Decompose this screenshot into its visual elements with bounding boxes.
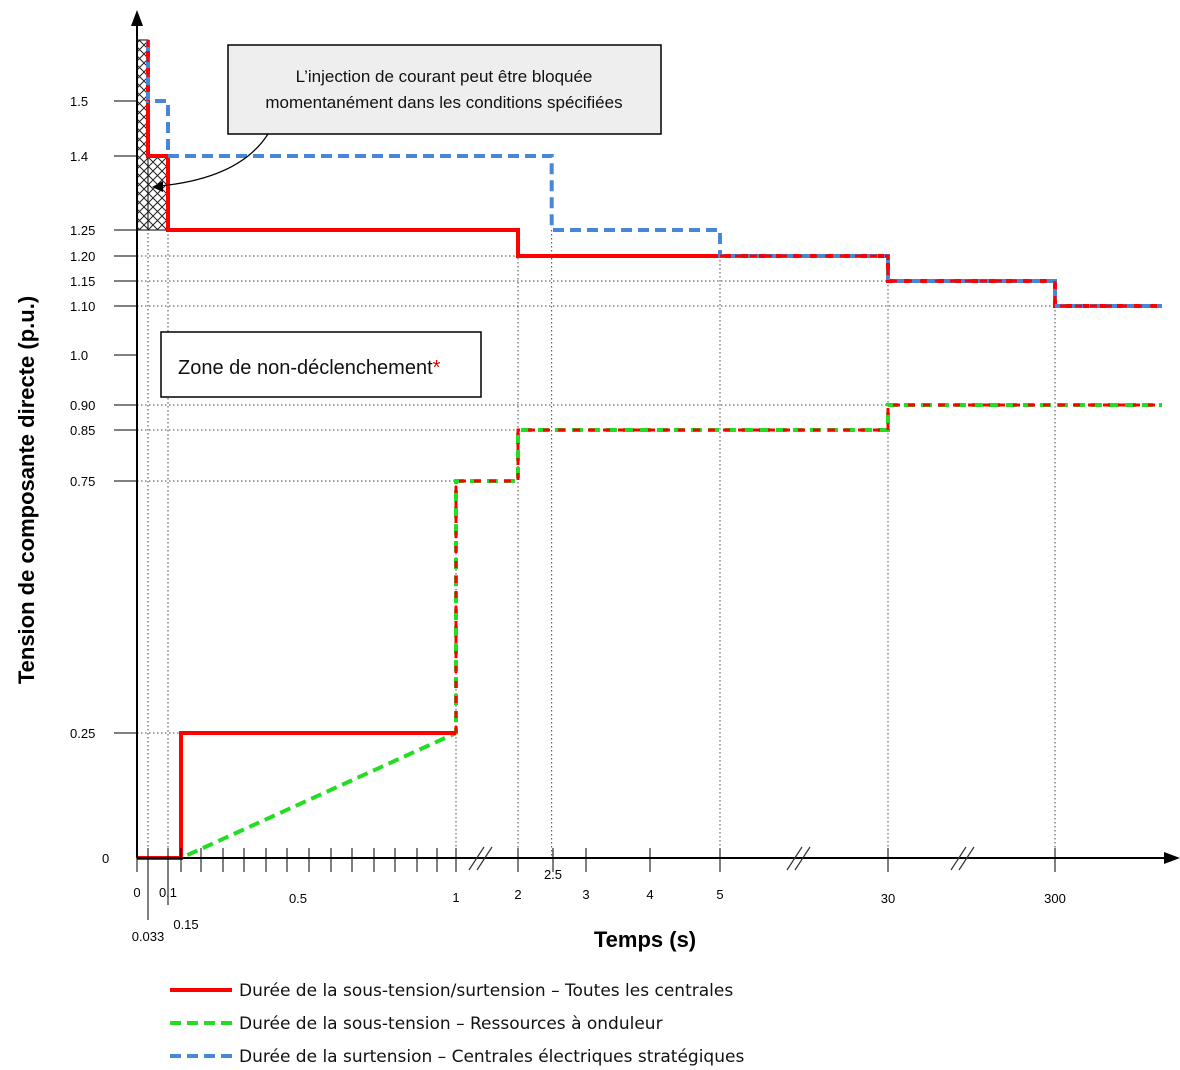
zone-label: Zone de non-déclenchement* bbox=[178, 357, 441, 379]
x-tick-label: 2 bbox=[514, 887, 521, 902]
y-tick-label: 1.5 bbox=[70, 94, 88, 109]
x-tick-label: 0 bbox=[133, 885, 140, 900]
axis-break-mark bbox=[786, 846, 803, 871]
y-tick-label: 1.20 bbox=[70, 249, 95, 264]
grid-reference-lines bbox=[137, 101, 1056, 858]
x-tick-label: 0.5 bbox=[289, 891, 307, 906]
zone-box: Zone de non-déclenchement* bbox=[160, 331, 482, 398]
x-axis-arrow bbox=[1164, 852, 1180, 864]
series-overlay-line bbox=[720, 254, 1162, 308]
zone-rect bbox=[160, 331, 482, 398]
axis-break-mark bbox=[794, 846, 811, 871]
zone-label-marker: * bbox=[433, 357, 441, 379]
series-lines bbox=[137, 40, 1162, 860]
y-tick-label: 1.15 bbox=[70, 274, 95, 289]
y-tick-label: 0.85 bbox=[70, 423, 95, 438]
callout-line-1: L’injection de courant peut être bloquée bbox=[296, 67, 593, 86]
callout-box: L’injection de courant peut être bloquée… bbox=[152, 44, 662, 192]
y-tick-label: 1.25 bbox=[70, 223, 95, 238]
y-tick-label: 1.10 bbox=[70, 299, 95, 314]
y-tick-label: 0.75 bbox=[70, 474, 95, 489]
callout-rect bbox=[227, 44, 662, 135]
x-tick-label: 5 bbox=[716, 887, 723, 902]
zone-label-text: Zone de non-déclenchement bbox=[178, 357, 433, 379]
axis-break-mark bbox=[950, 846, 967, 871]
x-tick-label: 0.1 bbox=[159, 885, 177, 900]
y-tick-label: 0.25 bbox=[70, 726, 95, 741]
x-tick-label: 4 bbox=[646, 887, 653, 902]
x-axis-title: Temps (s) bbox=[594, 927, 696, 952]
callout-arrow bbox=[159, 133, 269, 187]
tick-marks bbox=[114, 100, 1056, 920]
axis-break-mark bbox=[476, 846, 493, 871]
series-line bbox=[137, 403, 1162, 860]
axis-break-mark bbox=[468, 846, 485, 871]
hatch-region-lower bbox=[147, 155, 169, 231]
x-tick-label: 0.033 bbox=[132, 929, 165, 944]
y-axis-title: Tension de composante directe (p.u.) bbox=[14, 296, 39, 684]
legend: Durée de la sous-tension/surtension – To… bbox=[170, 981, 744, 1067]
x-tick-label: 2.5 bbox=[544, 867, 562, 882]
y-tick-label: 1.4 bbox=[70, 149, 88, 164]
y-tick-label: 1.0 bbox=[70, 348, 88, 363]
axis-break-mark bbox=[958, 846, 975, 871]
tick-labels: 0 0.25 0.75 0.85 0.90 1.0 1.10 1.15 1.20 1.25 1.4 1… bbox=[70, 94, 1066, 944]
callout-arrowhead bbox=[152, 181, 163, 192]
y-axis-arrow bbox=[131, 10, 143, 26]
x-tick-label: 3 bbox=[582, 887, 589, 902]
series-line bbox=[137, 731, 456, 860]
legend-label: Durée de la sous-tension – Ressources à … bbox=[239, 1014, 663, 1034]
blocked-injection-region bbox=[136, 39, 169, 231]
x-tick-label: 300 bbox=[1044, 891, 1066, 906]
y-tick-label: 0 bbox=[102, 851, 109, 866]
series-overlay-line bbox=[454, 403, 1162, 733]
callout-line-2: momentanément dans les conditions spécif… bbox=[265, 93, 622, 112]
axes bbox=[131, 10, 1180, 864]
x-tick-label: 30 bbox=[881, 891, 895, 906]
legend-label: Durée de la sous-tension/surtension – To… bbox=[239, 981, 733, 1001]
x-tick-label: 1 bbox=[452, 890, 459, 905]
legend-label: Durée de la surtension – Centrales élect… bbox=[239, 1047, 744, 1067]
x-tick-label: 0.15 bbox=[173, 917, 198, 932]
y-tick-label: 0.90 bbox=[70, 398, 95, 413]
